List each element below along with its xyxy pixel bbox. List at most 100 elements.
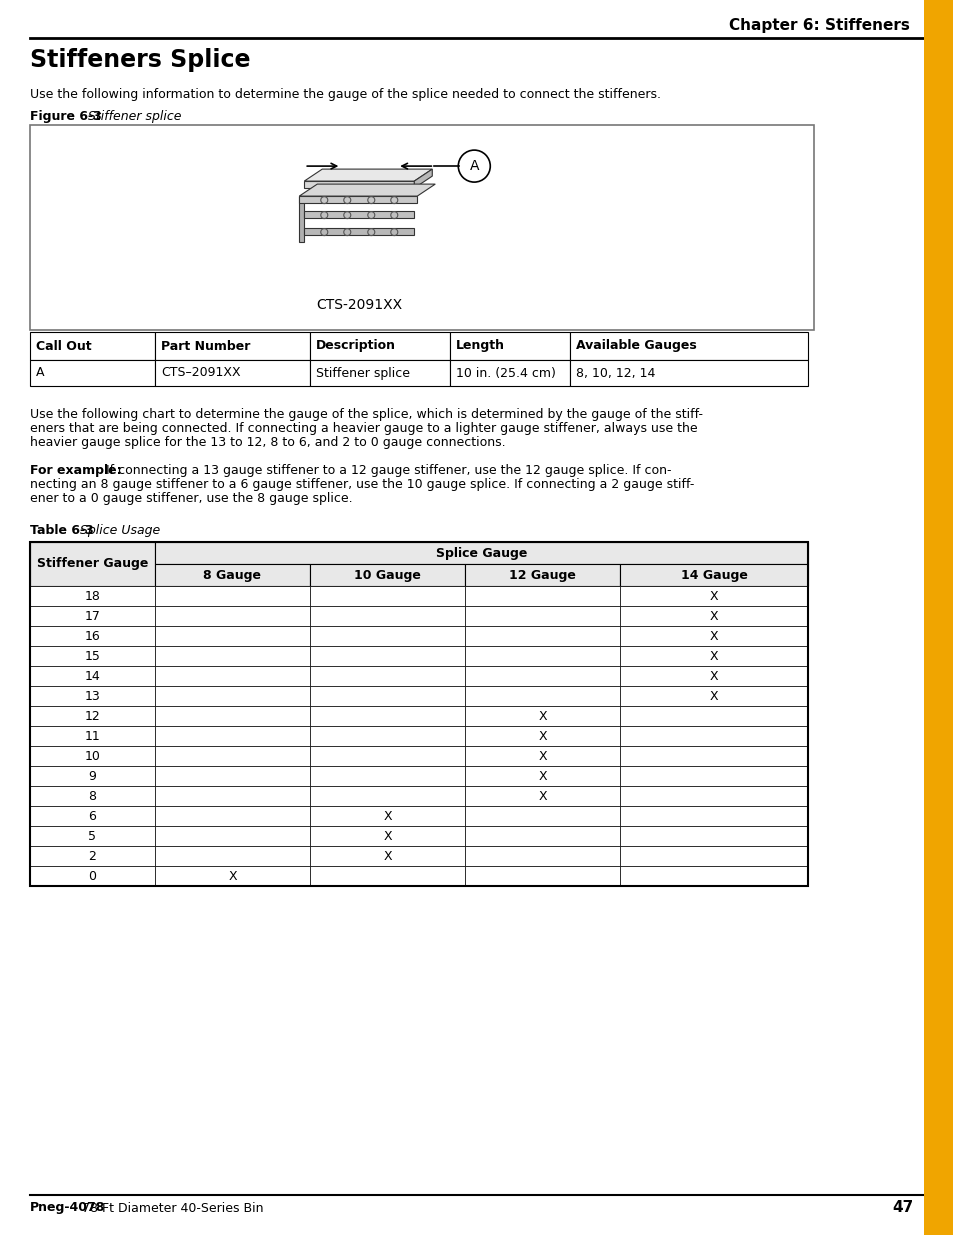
Bar [310,606,464,626]
Text: eners that are being connected. If connecting a heavier gauge to a lighter gauge: eners that are being connected. If conne… [30,422,697,435]
Text: 12: 12 [85,709,100,722]
Bar [619,666,807,685]
Bar [464,846,619,866]
Text: Part Number: Part Number [161,340,250,352]
Bar [450,359,569,387]
Bar [310,666,464,685]
Bar [464,626,619,646]
Bar [310,332,450,359]
Polygon shape [299,196,304,242]
Text: X: X [383,850,392,862]
Bar [464,826,619,846]
Text: 10 in. (25.4 cm): 10 in. (25.4 cm) [456,367,556,379]
Bar [619,746,807,766]
Bar [569,332,807,359]
Text: X: X [228,869,236,883]
Bar [619,646,807,666]
Text: necting an 8 gauge stiffener to a 6 gauge stiffener, use the 10 gauge splice. If: necting an 8 gauge stiffener to a 6 gaug… [30,478,694,492]
Text: 10: 10 [85,750,100,762]
Text: 8: 8 [89,789,96,803]
Bar [310,626,464,646]
Bar [619,726,807,746]
Text: X: X [537,769,546,783]
Bar [619,826,807,846]
Bar [310,359,450,387]
Text: Stiffener splice: Stiffener splice [315,367,410,379]
Bar [310,564,464,585]
Bar [464,585,619,606]
Bar [464,766,619,785]
Bar [310,746,464,766]
Bar [30,125,813,330]
Text: For example:: For example: [30,464,121,477]
Bar [30,706,154,726]
Text: X: X [537,730,546,742]
Bar [304,182,414,188]
Text: X: X [537,789,546,803]
Text: Use the following chart to determine the gauge of the splice, which is determine: Use the following chart to determine the… [30,408,702,421]
Bar [619,866,807,885]
Text: CTS–2091XX: CTS–2091XX [161,367,240,379]
Bar [30,766,154,785]
Bar [310,685,464,706]
Text: X: X [709,589,718,603]
Bar [154,564,310,585]
Bar [30,846,154,866]
Text: 9: 9 [89,769,96,783]
Bar [310,785,464,806]
Bar [619,766,807,785]
Bar [30,666,154,685]
Bar [30,646,154,666]
Text: X: X [383,809,392,823]
Text: 14: 14 [85,669,100,683]
Text: X: X [709,689,718,703]
Text: 0: 0 [89,869,96,883]
Bar [154,685,310,706]
Bar [154,746,310,766]
Bar [154,359,310,387]
Text: Stiffener Gauge: Stiffener Gauge [37,557,148,571]
Bar [464,785,619,806]
Bar [154,766,310,785]
Bar [30,542,807,885]
Text: 11: 11 [85,730,100,742]
Bar [154,866,310,885]
Text: heavier gauge splice for the 13 to 12, 8 to 6, and 2 to 0 gauge connections.: heavier gauge splice for the 13 to 12, 8… [30,436,505,450]
Bar [154,726,310,746]
Text: Splice Usage: Splice Usage [80,524,160,537]
Text: 2: 2 [89,850,96,862]
Bar [30,359,154,387]
Polygon shape [414,169,432,188]
Text: Call Out: Call Out [36,340,91,352]
Text: ener to a 0 gauge stiffener, use the 8 gauge splice.: ener to a 0 gauge stiffener, use the 8 g… [30,492,353,505]
Text: Stiffener splice: Stiffener splice [88,110,181,124]
Bar [450,332,569,359]
Text: If connecting a 13 gauge stiffener to a 12 gauge stiffener, use the 12 gauge spl: If connecting a 13 gauge stiffener to a … [102,464,671,477]
Bar [30,585,154,606]
Bar [154,332,310,359]
Bar [30,726,154,746]
Bar [154,606,310,626]
Text: Figure 6-3: Figure 6-3 [30,110,106,124]
Text: 6: 6 [89,809,96,823]
Text: 10 Gauge: 10 Gauge [354,568,420,582]
Bar [154,666,310,685]
Text: 8, 10, 12, 14: 8, 10, 12, 14 [576,367,655,379]
Text: Length: Length [456,340,504,352]
Bar [310,826,464,846]
Text: A: A [36,367,45,379]
Text: 18: 18 [85,589,100,603]
Text: 14 Gauge: 14 Gauge [679,568,746,582]
Bar [30,826,154,846]
Bar [619,846,807,866]
Bar [299,196,416,203]
Text: X: X [709,650,718,662]
Bar [923,0,953,1235]
Bar [310,806,464,826]
Bar [464,746,619,766]
Bar [310,766,464,785]
Bar [154,585,310,606]
Text: 78 Ft Diameter 40-Series Bin: 78 Ft Diameter 40-Series Bin [82,1202,263,1214]
Text: CTS-2091XX: CTS-2091XX [315,298,402,312]
Bar [310,726,464,746]
